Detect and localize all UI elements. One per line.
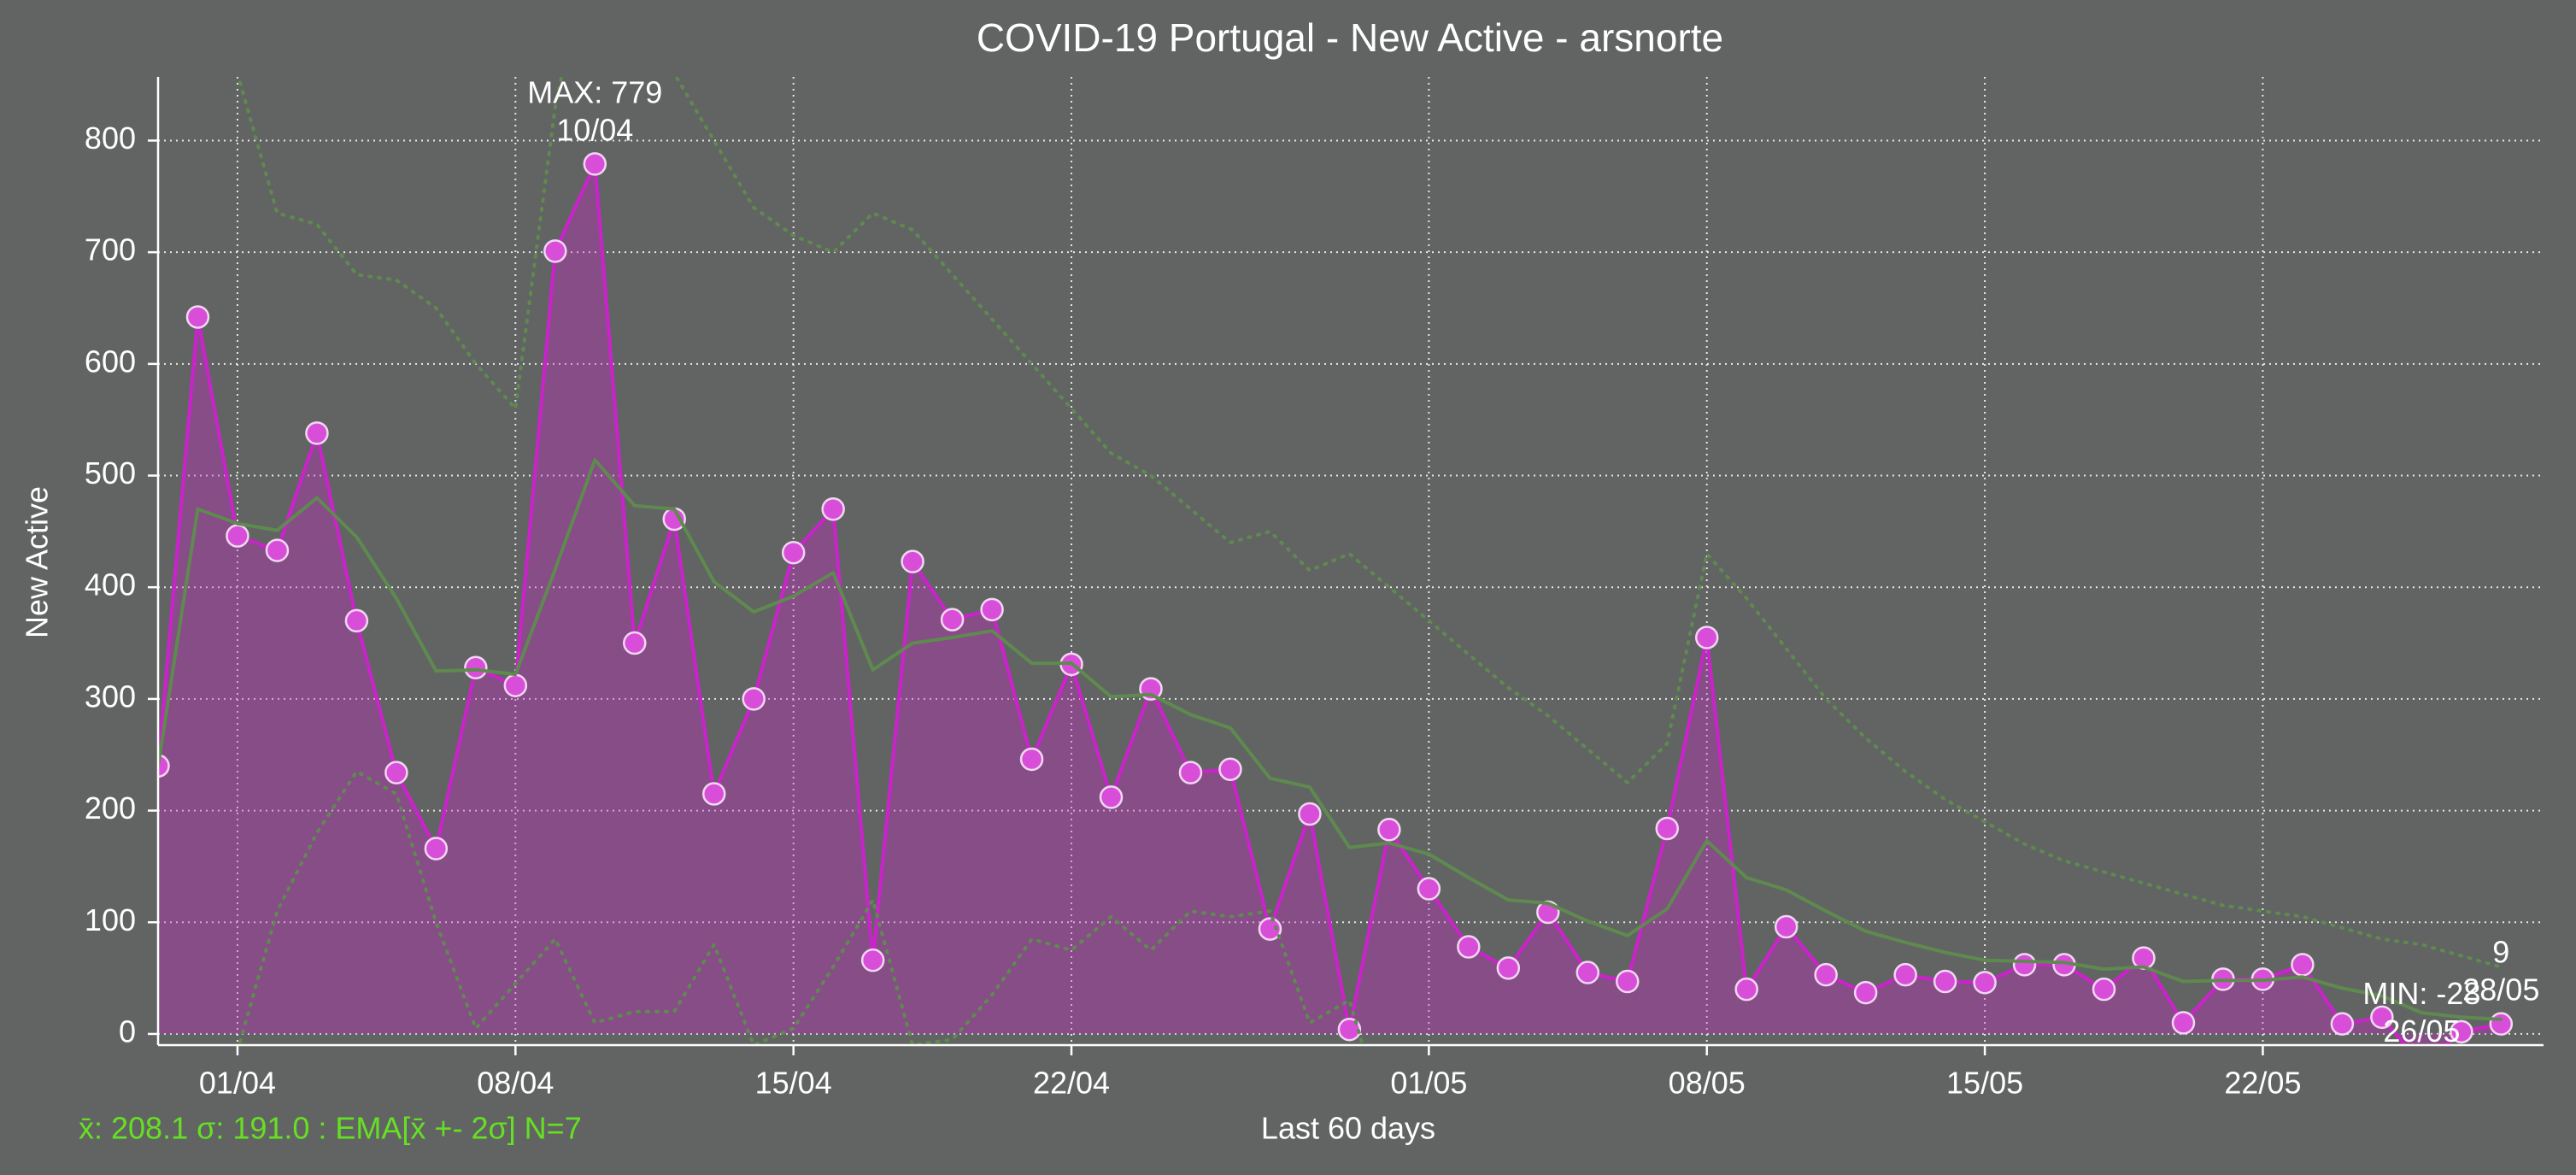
point — [1655, 816, 1679, 841]
point — [1178, 761, 1203, 784]
point — [1019, 747, 1044, 772]
x-tick-label: 22/05 — [2224, 1066, 2301, 1101]
annotation-date: 10/04 — [556, 112, 633, 147]
point — [2450, 1019, 2473, 1044]
annotation-label: 9 — [2492, 935, 2509, 970]
point — [1417, 877, 1441, 901]
x-tick-label: 01/04 — [199, 1066, 276, 1101]
point — [2489, 1012, 2514, 1036]
x-tick-label: 15/04 — [755, 1066, 832, 1101]
point — [1893, 962, 1917, 987]
point — [464, 655, 488, 680]
area — [158, 163, 2502, 1045]
y-tick-label: 200 — [85, 790, 136, 825]
point — [1258, 917, 1282, 941]
point — [1734, 977, 1758, 1002]
point — [901, 549, 924, 573]
point — [305, 421, 329, 445]
chart-title: COVID-19 Portugal - New Active - arsnort… — [977, 15, 1723, 60]
point — [503, 673, 528, 697]
axes — [156, 77, 2544, 1047]
point — [1814, 962, 1838, 987]
point — [583, 152, 607, 176]
x-axis-label: Last 60 days — [1261, 1111, 1435, 1146]
point — [623, 631, 647, 655]
point — [1576, 961, 1600, 984]
point — [2171, 1011, 2196, 1035]
y-tick-label: 800 — [85, 120, 136, 156]
point — [1337, 1017, 1362, 1042]
line — [158, 458, 2503, 1021]
annotation-label: MIN: -28 — [2362, 976, 2480, 1011]
annotation-date: 28/05 — [2462, 972, 2539, 1008]
point — [1853, 980, 1878, 1005]
point — [1973, 971, 1997, 995]
labels: 0 100 200 300 400 500 600 700 800 01/04 08/04 15/04… — [85, 74, 2539, 1100]
point — [1616, 969, 1640, 994]
point — [2012, 953, 2037, 977]
y-axis-label: New Active — [20, 486, 55, 638]
y-tick-label: 300 — [85, 679, 136, 714]
point — [2092, 977, 2116, 1002]
point — [2291, 953, 2315, 977]
point — [1496, 956, 1521, 980]
point — [1694, 626, 1719, 649]
x-tick-label: 01/05 — [1390, 1066, 1467, 1101]
stats-footer: x̄: 208.1 σ: 191.0 : EMA[x̄ +- 2σ] N=7 — [79, 1111, 582, 1146]
point — [543, 239, 567, 263]
point — [226, 524, 249, 548]
point — [265, 538, 290, 562]
annotation-label: MAX: 779 — [527, 74, 662, 109]
x-tick-label: 22/04 — [1033, 1066, 1110, 1101]
band-line — [237, 77, 2503, 969]
plot-area — [158, 77, 2514, 1045]
y-tick-label: 400 — [85, 567, 136, 602]
y-tick-label: 500 — [85, 455, 136, 491]
point — [158, 754, 170, 778]
point — [940, 608, 965, 632]
point — [1933, 969, 1957, 994]
x-tick-label: 15/05 — [1946, 1066, 2023, 1101]
point — [2370, 1005, 2394, 1030]
point — [860, 948, 885, 972]
point — [701, 782, 726, 806]
y-tick-label: 100 — [85, 902, 136, 937]
y-tick-label: 600 — [85, 344, 136, 379]
point — [2330, 1012, 2355, 1036]
point — [384, 761, 408, 784]
point — [742, 687, 766, 711]
point — [1774, 914, 1799, 939]
x-tick-label: 08/05 — [1669, 1066, 1746, 1101]
point — [821, 496, 845, 521]
point — [185, 305, 210, 329]
point — [781, 540, 806, 565]
point — [424, 837, 449, 861]
x-tick-label: 08/04 — [477, 1066, 554, 1101]
point — [1218, 757, 1242, 781]
y-tick-label: 700 — [85, 232, 136, 267]
point — [1457, 935, 1481, 959]
point — [1099, 785, 1124, 809]
point — [344, 608, 369, 633]
point — [980, 597, 1004, 622]
y-tick-label: 0 — [119, 1013, 136, 1049]
annotation-date: 26/05 — [2383, 1013, 2460, 1049]
point — [1377, 818, 1401, 842]
point — [1298, 802, 1322, 826]
